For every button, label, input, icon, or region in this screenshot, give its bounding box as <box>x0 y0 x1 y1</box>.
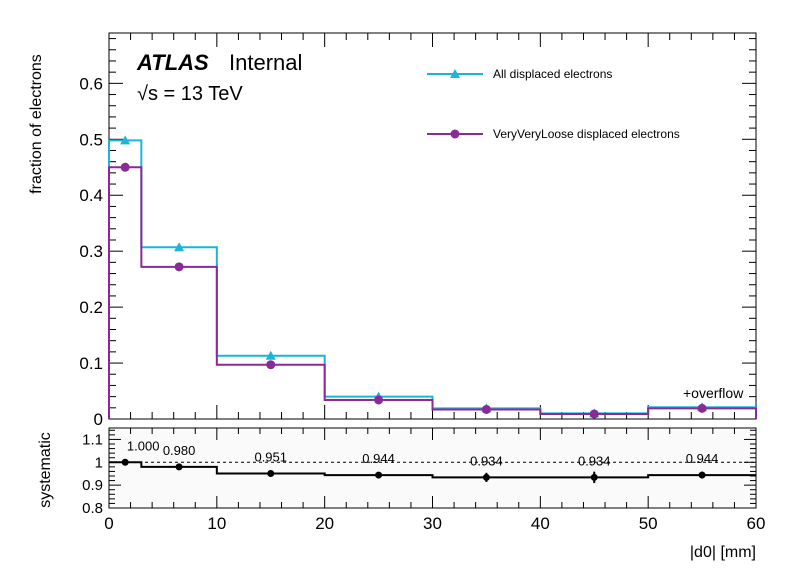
series-1-point <box>266 360 276 370</box>
series-1-point <box>589 409 599 419</box>
systematic-value-label: 0.944 <box>686 451 719 466</box>
systematic-value-label: 0.934 <box>578 453 611 468</box>
systematic-point <box>375 471 383 479</box>
systematic-point <box>121 458 129 466</box>
systematic-point <box>590 473 598 481</box>
x-tick-label: 60 <box>747 514 766 533</box>
top-y-tick-label: 0.6 <box>79 74 103 93</box>
series-0-point <box>120 135 131 145</box>
series-0-point <box>174 242 185 252</box>
series-1-point <box>481 404 491 414</box>
x-tick-label: 30 <box>423 514 442 533</box>
systematic-value-label: 1.000 <box>127 438 160 453</box>
top-y-tick-label: 0.3 <box>79 242 103 261</box>
systematic-point <box>175 463 183 471</box>
series-1-point <box>697 403 707 413</box>
x-tick-label: 0 <box>104 514 113 533</box>
x-tick-label: 10 <box>207 514 226 533</box>
top-y-tick-label: 0.1 <box>79 354 103 373</box>
series-1-point <box>174 262 184 272</box>
systematic-value-label: 0.980 <box>163 443 196 458</box>
series-1-point <box>374 395 384 405</box>
top-panel-markers <box>120 135 708 419</box>
bottom-y-tick-label: 0.9 <box>82 477 103 494</box>
systematic-point <box>267 469 275 477</box>
top-panel-series <box>108 139 757 419</box>
bottom-panel-background <box>110 429 755 507</box>
series-0-point <box>265 350 276 360</box>
bottom-y-tick-label: 0.8 <box>82 500 103 517</box>
bottom-y-tick-label: 1.1 <box>82 431 103 448</box>
x-tick-label: 40 <box>531 514 550 533</box>
status-label: Internal <box>229 50 302 75</box>
x-tick-label: 20 <box>315 514 334 533</box>
legend-label-all: All displaced electrons <box>493 67 612 81</box>
systematic-value-label: 0.951 <box>254 449 287 464</box>
top-y-tick-label: 0.4 <box>79 186 103 205</box>
top-panel-ticks: 0 0.1 0.2 0.3 0.4 0.5 0.6 <box>79 33 757 429</box>
bottom-y-axis-title: systematic <box>37 432 54 508</box>
systematic-line <box>109 461 756 479</box>
systematic-value-label: 0.944 <box>362 451 395 466</box>
top-y-axis-title: fraction of electrons <box>28 54 45 194</box>
overflow-label: +overflow <box>683 385 744 401</box>
systematic-point <box>482 473 490 481</box>
legend-marker-all <box>450 69 460 78</box>
bottom-panel-series: 1.000 0.980 0.951 0.944 0.934 0.934 0.944 <box>109 438 756 484</box>
legend-label-vvl: VeryVeryLoose displaced electrons <box>493 127 680 141</box>
atlas-label: ATLAS <box>136 50 209 75</box>
legend-marker-vvl <box>450 129 460 139</box>
x-axis-title: |d0| [mm] <box>690 544 756 561</box>
x-tick-label: 50 <box>639 514 658 533</box>
series-1-point <box>120 162 130 172</box>
top-y-tick-label: 0.2 <box>79 298 103 317</box>
top-y-tick-label: 0 <box>94 410 103 429</box>
systematic-point <box>698 471 706 479</box>
legend: All displaced electrons VeryVeryLoose di… <box>427 67 680 141</box>
energy-label: √s = 13 TeV <box>137 83 243 105</box>
series-line-0 <box>108 139 757 419</box>
bottom-y-tick-label: 1 <box>95 454 103 471</box>
top-y-tick-label: 0.5 <box>79 130 103 149</box>
series-line-1 <box>108 166 757 419</box>
systematic-value-label: 0.934 <box>470 453 503 468</box>
